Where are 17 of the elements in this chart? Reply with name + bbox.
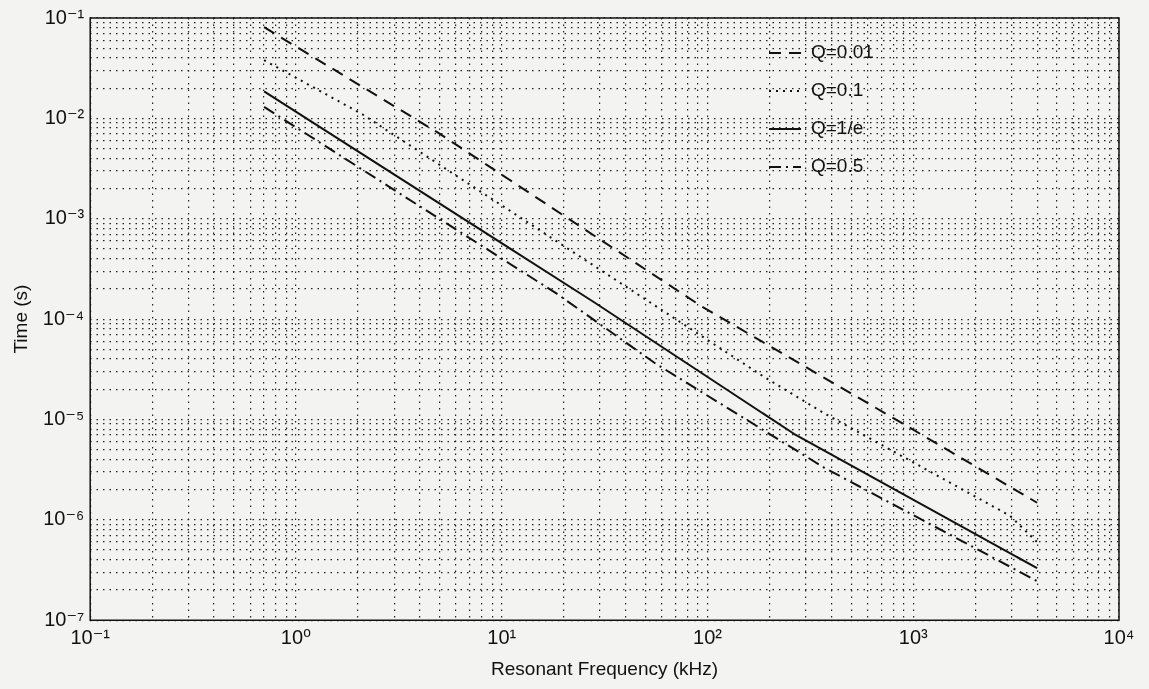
x-tick-label: 10³ [898, 625, 929, 648]
x-tick-label: 10⁴ [1103, 625, 1135, 648]
y-tick-label: 10⁻¹ [44, 5, 85, 28]
x-axis-title: Resonant Frequency (kHz) [491, 657, 719, 679]
y-tick-label: 10⁻⁶ [43, 507, 85, 530]
legend-label: Q=0.5 [811, 155, 864, 177]
y-tick-label: 10⁻⁴ [42, 306, 85, 329]
legend-label: Q=0.01 [811, 41, 874, 63]
legend-label: Q=1/e [811, 117, 864, 139]
x-tick-label: 10⁰ [280, 625, 312, 648]
x-tick-label: 10¹ [487, 625, 517, 648]
y-tick-label: 10⁻² [44, 105, 85, 128]
y-tick-label: 10⁻⁵ [43, 406, 85, 429]
y-tick-label: 10⁻³ [44, 206, 85, 229]
x-tick-label: 10² [693, 625, 723, 648]
legend-label: Q=0.1 [811, 79, 864, 101]
y-axis-title: Time (s) [9, 284, 31, 354]
